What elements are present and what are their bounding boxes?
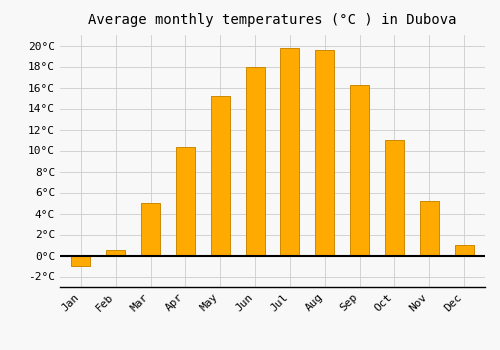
Bar bbox=[315, 50, 334, 255]
Bar bbox=[454, 245, 473, 255]
Bar bbox=[106, 250, 126, 256]
Title: Average monthly temperatures (°C ) in Dubova: Average monthly temperatures (°C ) in Du… bbox=[88, 13, 457, 27]
Bar bbox=[246, 66, 264, 256]
Bar bbox=[350, 85, 369, 256]
Bar bbox=[176, 147, 195, 256]
Bar bbox=[385, 140, 404, 256]
Bar bbox=[420, 201, 439, 256]
Bar bbox=[141, 203, 160, 256]
Bar bbox=[210, 96, 230, 256]
Bar bbox=[72, 256, 90, 266]
Bar bbox=[280, 48, 299, 255]
